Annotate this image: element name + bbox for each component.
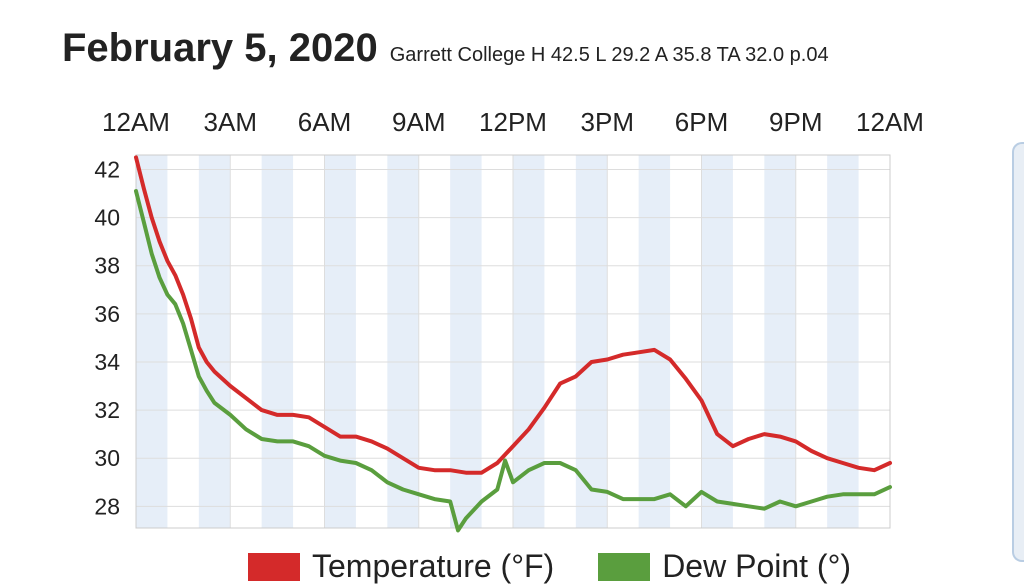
x-tick-label: 9PM <box>769 107 822 137</box>
legend-swatch-dew-point <box>598 552 651 581</box>
y-tick-label: 32 <box>94 397 120 423</box>
hour-band <box>764 155 796 528</box>
hour-band <box>324 155 356 528</box>
x-tick-label: 12AM <box>102 107 170 137</box>
x-tick-label: 6PM <box>675 107 728 137</box>
legend-label-dew-point: Dew Point (°) <box>662 548 852 584</box>
dew-point-line <box>134 189 892 533</box>
hour-band <box>827 155 859 528</box>
scrollbar-handle[interactable] <box>1012 142 1024 562</box>
x-tick-label: 9AM <box>392 107 445 137</box>
legend-item-temperature[interactable]: Temperature (°F) <box>248 548 554 585</box>
y-tick-label: 40 <box>94 205 120 231</box>
plot-border <box>135 154 891 529</box>
x-tick-label: 12AM <box>856 107 924 137</box>
hour-band <box>387 155 419 528</box>
y-tick-label: 30 <box>94 445 120 471</box>
y-tick-label: 42 <box>94 156 120 182</box>
hour-band <box>261 155 294 528</box>
legend-item-dew-point[interactable]: Dew Point (°) <box>598 548 851 585</box>
hour-band <box>575 155 608 528</box>
y-tick-label: 36 <box>94 301 120 327</box>
x-tick-label: 6AM <box>298 107 351 137</box>
hour-band <box>638 155 671 528</box>
chart-legend: Temperature (°F) Dew Point (°) <box>248 548 895 585</box>
y-tick-label: 34 <box>94 349 120 375</box>
y-tick-label: 38 <box>94 253 120 279</box>
temperature-line <box>134 155 892 475</box>
hour-band <box>701 155 733 528</box>
y-tick-label: 28 <box>94 493 120 519</box>
chart-subtitle: Garrett College H 42.5 L 29.2 A 35.8 TA … <box>389 44 829 66</box>
x-tick-label: 3PM <box>581 107 634 137</box>
chart-header: February 5, 2020 Garrett College H 42.5 … <box>62 26 829 71</box>
legend-label-temperature: Temperature (°F) <box>312 548 555 584</box>
x-tick-label: 3AM <box>204 107 257 137</box>
chart-title: February 5, 2020 <box>62 26 378 70</box>
hour-band <box>198 155 231 528</box>
x-tick-label: 12PM <box>479 107 547 137</box>
legend-swatch-temperature <box>248 552 300 581</box>
